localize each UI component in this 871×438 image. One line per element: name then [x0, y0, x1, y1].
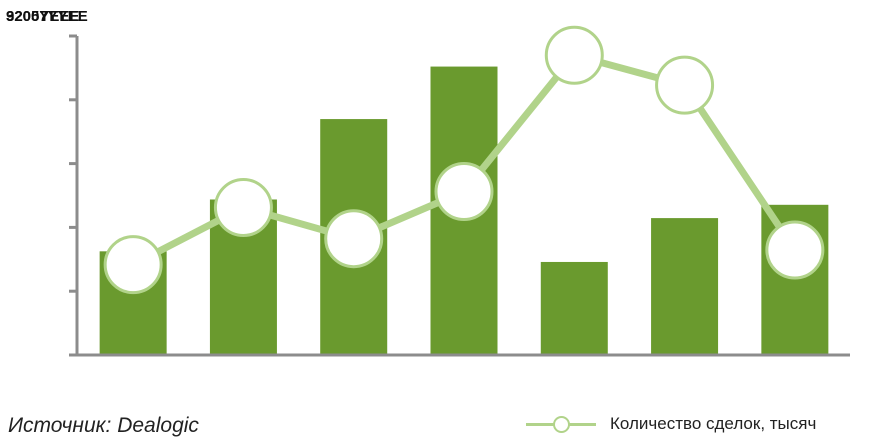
legend: Количество сделок, тысяч — [526, 412, 816, 436]
line-point-1 — [213, 177, 273, 237]
line-point-2 — [324, 209, 384, 269]
line-markers — [103, 25, 825, 295]
header-clutter-text-2: 3205YEEE — [6, 8, 80, 25]
source-caption: Источник: Dealogic — [8, 414, 199, 437]
line-point-6 — [765, 220, 825, 280]
header-clutter-text-1: 92007YYEE — [6, 8, 88, 25]
line-point-3 — [434, 162, 494, 222]
axes — [75, 36, 850, 357]
line-point-0 — [103, 235, 163, 295]
bar-4 — [540, 261, 608, 355]
bar-5 — [651, 218, 719, 355]
line-point-5 — [655, 55, 715, 115]
y-ticks — [69, 34, 77, 357]
legend-label: Количество сделок, тысяч — [610, 414, 817, 433]
legend-swatch — [526, 412, 596, 436]
line-point-4 — [544, 25, 604, 85]
legend-marker — [553, 416, 570, 433]
